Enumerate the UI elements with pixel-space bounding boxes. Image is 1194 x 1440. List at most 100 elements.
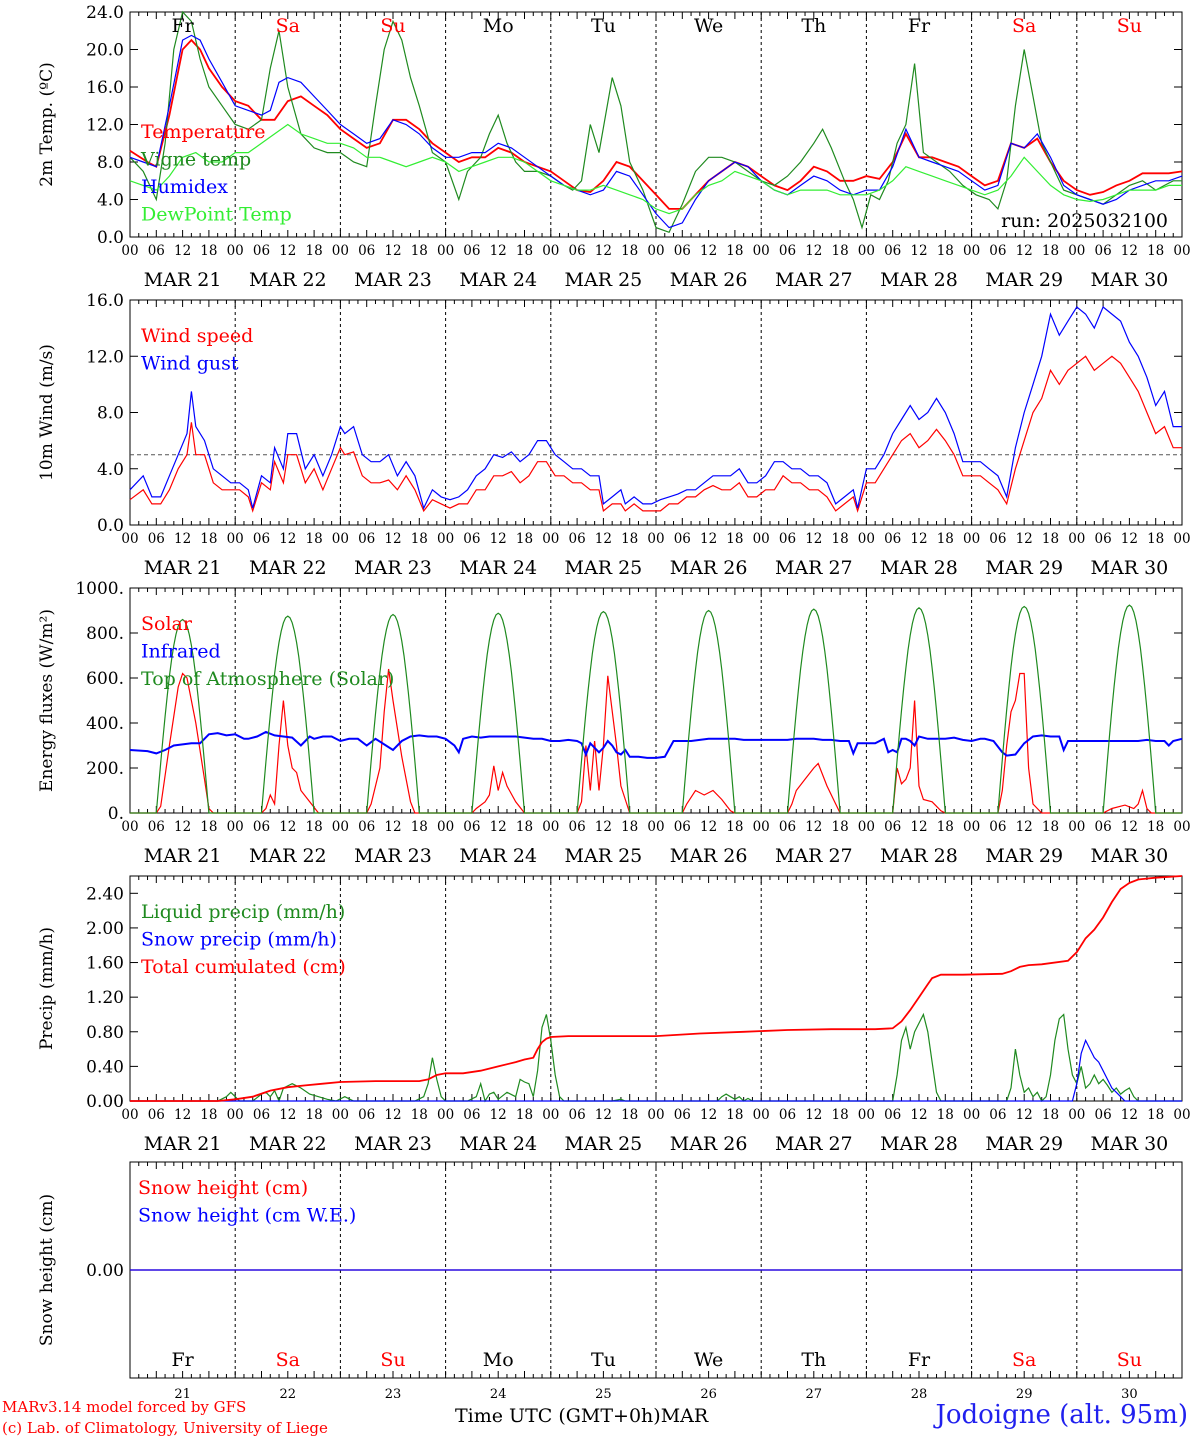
weekday-label: Th (801, 1349, 826, 1371)
date-label: MAR 24 (459, 1133, 537, 1155)
hour-tick-label: 06 (253, 243, 270, 259)
y-tick-label: 20.0 (86, 41, 124, 61)
hour-tick-label: 00 (227, 1107, 244, 1123)
hour-tick-label: 06 (358, 819, 375, 835)
hour-tick-label: 18 (1147, 243, 1164, 259)
hour-tick-label: 00 (227, 819, 244, 835)
hour-tick-label: 00 (227, 243, 244, 259)
hour-tick-label: 18 (306, 819, 323, 835)
hour-tick-label: 06 (674, 1107, 691, 1123)
series-line-top-of-atmosphere-solar- (130, 604, 1182, 814)
hour-tick-label: 12 (490, 243, 507, 259)
hour-tick-label: 00 (647, 819, 664, 835)
day-number-label: 30 (1121, 1387, 1138, 1400)
hour-tick-label: 00 (753, 243, 770, 259)
hour-tick-label: 18 (621, 531, 638, 547)
date-label: MAR 23 (354, 1133, 432, 1155)
date-label: MAR 22 (249, 557, 327, 579)
weekday-label: Tu (591, 15, 616, 37)
hour-tick-label: 12 (1121, 1107, 1138, 1123)
hour-tick-label: 00 (1173, 243, 1190, 259)
date-label: MAR 24 (459, 557, 537, 579)
hour-tick-label: 12 (490, 531, 507, 547)
hour-tick-label: 18 (832, 819, 849, 835)
date-label: MAR 23 (354, 845, 432, 867)
hour-tick-label: 12 (1016, 531, 1033, 547)
hour-tick-label: 18 (1042, 531, 1059, 547)
hour-tick-label: 12 (279, 531, 296, 547)
hour-tick-label: 06 (779, 531, 796, 547)
lab-credit: (c) Lab. of Climatology, University of L… (2, 1419, 328, 1437)
hour-tick-label: 12 (384, 819, 401, 835)
weekday-label: Sa (276, 1349, 300, 1371)
hour-tick-label: 00 (542, 1107, 559, 1123)
date-label: MAR 30 (1091, 1133, 1169, 1155)
hour-tick-label: 06 (1095, 531, 1112, 547)
hour-tick-label: 18 (411, 243, 428, 259)
hour-tick-label: 06 (989, 531, 1006, 547)
date-label: MAR 28 (880, 269, 958, 291)
date-label: MAR 29 (985, 557, 1063, 579)
y-tick-label: 200. (86, 759, 124, 779)
series-line-solar (130, 668, 1182, 814)
hour-tick-label: 06 (884, 243, 901, 259)
y-tick-label: 16.0 (86, 78, 124, 98)
legend-entry: Infrared (141, 641, 221, 663)
weekday-label: Tu (591, 1349, 616, 1371)
hour-tick-label: 06 (674, 531, 691, 547)
hour-tick-label: 18 (621, 243, 638, 259)
hour-tick-label: 06 (253, 531, 270, 547)
date-label: MAR 30 (1091, 557, 1169, 579)
y-axis-label: Energy fluxes (W/m²) (37, 609, 57, 792)
legend-entry: Liquid precip (mm/h) (141, 901, 345, 923)
weekday-label: Fr (908, 15, 931, 37)
date-label: MAR 30 (1091, 269, 1169, 291)
date-label: MAR 25 (565, 845, 643, 867)
hour-tick-label: 12 (1121, 531, 1138, 547)
hour-tick-label: 00 (963, 819, 980, 835)
station-label: Jodoigne (alt. 95m) (935, 1400, 1188, 1430)
hour-tick-label: 00 (753, 819, 770, 835)
hour-tick-label: 06 (253, 819, 270, 835)
hour-tick-label: 12 (805, 1107, 822, 1123)
series-line-humidex (129, 34, 1183, 229)
day-number-label: 27 (806, 1387, 823, 1400)
hour-tick-label: 06 (884, 819, 901, 835)
hour-tick-label: 00 (437, 243, 454, 259)
day-number-label: 29 (1016, 1387, 1033, 1400)
hour-tick-label: 06 (989, 819, 1006, 835)
legend-entry: Snow height (cm W.E.) (138, 1205, 356, 1227)
y-tick-label: 12.0 (86, 347, 124, 367)
y-axis-label: Precip (mm/h) (37, 927, 57, 1050)
y-axis-label: 2m Temp. (ºC) (37, 62, 57, 187)
hour-tick-label: 06 (989, 1107, 1006, 1123)
hour-tick-label: 06 (569, 819, 586, 835)
hour-tick-label: 06 (1095, 243, 1112, 259)
date-label: MAR 22 (249, 845, 327, 867)
legend-entry: Top of Atmosphere (Solar) (141, 668, 394, 690)
hour-tick-label: 00 (858, 819, 875, 835)
hour-tick-label: 06 (358, 1107, 375, 1123)
y-tick-label: 12.0 (86, 116, 124, 136)
hour-tick-label: 12 (910, 1107, 927, 1123)
hour-tick-label: 18 (411, 531, 428, 547)
series-line-wind-speed (129, 355, 1182, 513)
hour-tick-label: 18 (726, 819, 743, 835)
hour-tick-label: 12 (1016, 1107, 1033, 1123)
date-label: MAR 25 (565, 269, 643, 291)
weekday-label: Sa (1012, 15, 1036, 37)
date-label: MAR 28 (880, 1133, 958, 1155)
date-label: MAR 27 (775, 557, 853, 579)
y-tick-label: 1000. (75, 579, 124, 599)
series-line-infrared (129, 730, 1183, 759)
legend-entry: DewPoint Temp (141, 204, 292, 226)
weekday-label: Su (1117, 15, 1142, 37)
hour-tick-label: 00 (858, 1107, 875, 1123)
hour-tick-label: 12 (174, 819, 191, 835)
date-label: MAR 25 (565, 557, 643, 579)
date-label: MAR 26 (670, 845, 748, 867)
y-tick-label: 0.0 (97, 228, 124, 248)
hour-tick-label: 18 (832, 243, 849, 259)
hour-tick-label: 18 (1042, 1107, 1059, 1123)
hour-tick-label: 18 (937, 243, 954, 259)
